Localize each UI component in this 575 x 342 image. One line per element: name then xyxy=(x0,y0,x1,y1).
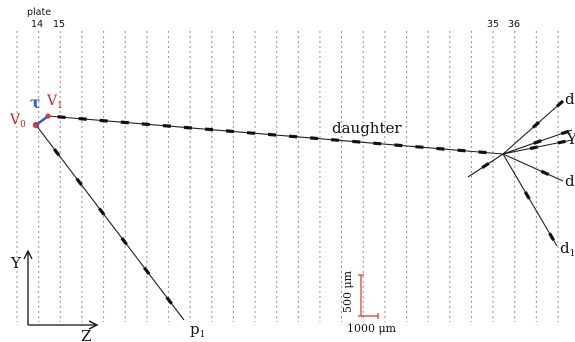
p1-segment xyxy=(98,207,106,216)
daughter-segment xyxy=(141,122,150,127)
p1-segment xyxy=(120,237,128,246)
daughter-segment xyxy=(478,150,487,155)
d-label-1: d xyxy=(565,90,575,108)
daughter-segment xyxy=(288,134,298,139)
daughter-segment xyxy=(120,120,129,125)
d-label-3: d1 xyxy=(560,239,575,259)
daughter-label: daughter xyxy=(332,119,402,137)
daughter-segment xyxy=(78,116,87,121)
daughter-segment xyxy=(373,141,382,146)
branch-segment xyxy=(529,145,539,151)
z-axis-label: Z xyxy=(81,327,91,342)
branch-segment xyxy=(560,129,570,136)
daughter-branch-1 xyxy=(502,100,564,155)
vertical-scale-label: 500 μm xyxy=(341,270,354,313)
v0-label: V0 xyxy=(9,112,26,130)
daughter-segment xyxy=(57,115,66,120)
plate-number-15: 15 xyxy=(53,19,65,30)
daughter-segment xyxy=(394,143,403,148)
daughter-segment xyxy=(246,131,256,135)
z-axis-arrow-icon xyxy=(88,320,99,330)
branch-segment xyxy=(533,139,542,145)
d-label-2: d xyxy=(565,172,575,190)
y-label-right: Y xyxy=(566,130,575,148)
p1-segment xyxy=(143,266,151,276)
daughter-segment xyxy=(352,139,361,144)
branch-segment xyxy=(555,99,565,108)
coordinate-axes: Y Z xyxy=(10,249,99,342)
branch-segment xyxy=(557,139,566,145)
daughter-branch-4 xyxy=(502,153,564,182)
p1-segment xyxy=(75,177,83,187)
y-axis-arrow-icon xyxy=(23,249,33,260)
p1-track xyxy=(35,124,185,321)
v1-label: V1 xyxy=(46,93,63,111)
plate-number-36: 36 xyxy=(508,19,520,30)
daughter-segment xyxy=(436,146,445,151)
daughter-segment xyxy=(204,127,214,132)
branch-segment xyxy=(523,191,531,200)
scale-bars: 500 μm 1000 μm xyxy=(341,270,397,335)
track-segments xyxy=(53,99,570,305)
plate-number-14: 14 xyxy=(31,19,43,30)
plate-header-label: plate xyxy=(27,7,51,18)
daughter-segment xyxy=(183,125,193,130)
daughter-segment xyxy=(457,148,466,153)
daughter-segment xyxy=(162,123,172,128)
daughter-segment xyxy=(267,132,277,137)
branch-segment xyxy=(540,169,550,176)
daughter-branch-5 xyxy=(502,153,558,247)
tau-segment xyxy=(35,116,48,126)
horizontal-scale-label: 1000 μm xyxy=(347,322,397,335)
daughter-segment xyxy=(99,118,108,123)
tracks xyxy=(35,100,573,321)
daughter-segment xyxy=(225,129,235,134)
daughter-segment xyxy=(415,145,424,149)
p1-label: p1 xyxy=(190,320,205,340)
y-axis-label: Y xyxy=(10,254,22,272)
daughter-segment xyxy=(310,136,319,141)
tau-label: τ xyxy=(30,93,41,112)
branch-segment xyxy=(531,120,541,129)
branch-segment xyxy=(548,232,556,242)
backward-segment xyxy=(481,161,490,170)
p1-segment xyxy=(165,296,173,305)
p1-segment xyxy=(53,148,61,157)
plate-number-35: 35 xyxy=(487,19,499,30)
emulsion-plates xyxy=(16,31,559,322)
daughter-segment xyxy=(331,138,340,142)
